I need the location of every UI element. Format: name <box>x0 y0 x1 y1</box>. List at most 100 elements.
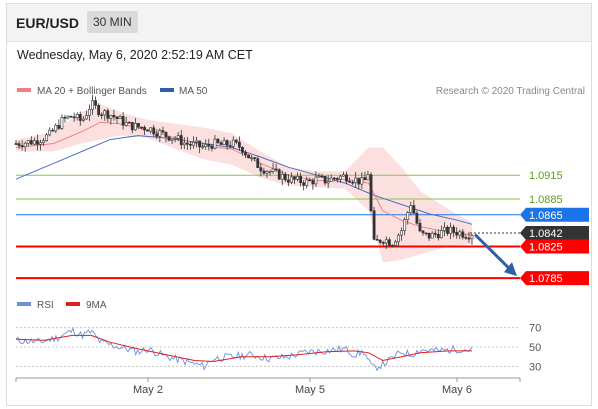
candle-body <box>247 154 250 159</box>
candle-body <box>158 130 162 137</box>
candle-body <box>241 147 244 153</box>
candle-body <box>265 171 269 174</box>
candle-body <box>290 176 293 183</box>
candle-body <box>84 115 88 120</box>
candle-body <box>97 104 101 116</box>
candle-body <box>124 121 128 126</box>
candle-body <box>143 127 146 131</box>
candle-body <box>20 145 24 148</box>
candle-body <box>36 140 39 145</box>
candle-body <box>345 174 348 182</box>
candle-body <box>449 226 452 234</box>
candle-body <box>234 139 238 143</box>
chart-header: EUR/USD 30 MIN <box>7 4 591 42</box>
candle-body <box>115 116 119 119</box>
candle-body <box>339 175 342 180</box>
candle-body <box>360 177 364 185</box>
bb-legend-swatch <box>17 88 31 92</box>
candle-body <box>192 141 195 146</box>
candle-body <box>244 152 247 156</box>
candle-body <box>412 205 416 214</box>
candle-body <box>161 130 165 133</box>
candle-body <box>302 182 306 186</box>
candle-body <box>29 140 33 145</box>
timeframe-badge[interactable]: 30 MIN <box>87 11 138 33</box>
candle-body <box>170 138 174 141</box>
chart-panel: EUR/USD 30 MIN Wednesday, May 6, 2020 2:… <box>6 3 592 406</box>
current-level-tag <box>520 226 589 240</box>
candle-body <box>23 142 27 148</box>
candle-body <box>219 142 223 145</box>
candle-body <box>363 177 367 181</box>
candle-body <box>210 145 214 149</box>
candle-body <box>66 115 70 119</box>
candle-body <box>189 143 192 146</box>
candle-body <box>458 231 462 236</box>
rsi-tick-label: 50 <box>529 342 541 354</box>
candle-body <box>127 121 131 124</box>
x-axis-tick-label: May 2 <box>133 384 163 396</box>
rsi-legend-swatch <box>17 302 31 306</box>
candle-body <box>311 180 315 185</box>
candle-body <box>351 181 355 184</box>
candle-body <box>369 174 373 212</box>
candle-body <box>176 135 180 139</box>
x-axis-tick-label: May 6 <box>442 384 472 396</box>
candle-body <box>461 231 465 238</box>
pivot-level-label: 1.0865 <box>529 210 563 222</box>
candle-body <box>299 175 303 184</box>
candle-body <box>133 122 137 131</box>
candle-body <box>78 114 82 121</box>
candle-body <box>207 144 211 147</box>
forecast-arrow-head <box>504 262 517 277</box>
ma50-legend-swatch <box>160 88 174 92</box>
candle-body <box>45 134 49 141</box>
support-level-label: 1.0825 <box>529 241 563 253</box>
candle-body <box>137 122 140 128</box>
candle-body <box>397 234 400 243</box>
candle-body <box>433 232 437 235</box>
candle-body <box>308 179 312 182</box>
candle-body <box>280 174 284 180</box>
candle-body <box>406 212 410 220</box>
candle-body <box>286 179 290 183</box>
candle-body <box>185 142 189 145</box>
candle-body <box>421 230 425 234</box>
candle-body <box>69 115 73 118</box>
candle-body <box>455 232 459 236</box>
pivot-level-tag <box>520 207 589 222</box>
candle-body <box>372 210 376 240</box>
resistance-level-label: 1.0915 <box>529 170 563 182</box>
candle-body <box>32 140 36 145</box>
candle-body <box>268 171 272 173</box>
candle-body <box>149 127 153 132</box>
candle-body <box>427 232 431 239</box>
credit-text: Research © 2020 Trading Central <box>436 86 585 97</box>
candle-body <box>103 110 107 116</box>
support-level-tag <box>520 239 589 254</box>
candle-body <box>216 138 220 143</box>
candle-body <box>106 110 110 119</box>
candle-body <box>201 146 205 148</box>
rsi-legend-label: RSI <box>37 300 54 311</box>
timestamp: Wednesday, May 6, 2020 2:52:19 AM CET <box>17 48 253 62</box>
candle-body <box>293 176 296 180</box>
candle-body <box>60 117 64 129</box>
candle-body <box>348 180 351 183</box>
candle-body <box>357 177 361 185</box>
rsi-line <box>15 327 473 372</box>
resistance-level-label: 1.0885 <box>529 194 563 206</box>
candle-body <box>146 129 149 132</box>
candle-body <box>195 140 198 143</box>
candle-body <box>378 239 382 243</box>
bollinger-band <box>16 104 472 263</box>
candle-body <box>415 212 419 224</box>
candle-body <box>470 235 474 240</box>
candle-body <box>323 176 327 184</box>
rsi-tick-label: 30 <box>529 361 541 373</box>
candle-body <box>204 144 208 147</box>
candle-body <box>42 140 45 143</box>
candle-body <box>409 205 413 213</box>
support-level-tag <box>520 271 589 286</box>
